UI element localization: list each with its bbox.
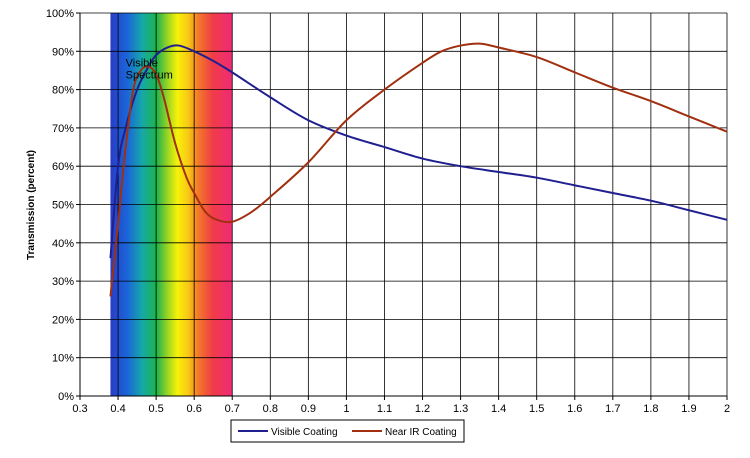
tick-labels: 0.3 0.4 0.5 0.6 0.7 0.8 0.9 1 1.1 1.2 1.3 1.4 1.5 1.6… <box>46 8 730 415</box>
y-tick-label: 0% <box>58 391 74 403</box>
legend-box <box>230 419 465 443</box>
x-tick-label: 1.9 <box>681 403 696 415</box>
x-tick-label: 1.4 <box>491 403 506 415</box>
legend-label-near-ir-coating: Near IR Coating <box>385 427 457 438</box>
x-tick-label: 0.8 <box>263 403 278 415</box>
series-lines <box>109 42 728 297</box>
series-line-visible-coating <box>109 44 728 259</box>
y-tick-label: 80% <box>52 85 74 97</box>
legend: Visible Coating Near IR Coating <box>230 419 465 443</box>
y-tick-label: 70% <box>52 123 74 135</box>
series-line-near-ir-coating <box>109 42 728 297</box>
x-tick-label: 0.4 <box>110 403 125 415</box>
x-tick-label: 1.6 <box>567 403 582 415</box>
y-axis-label: Transmission (percent) <box>26 150 37 260</box>
x-tick-label: 1.2 <box>415 403 430 415</box>
legend-label-visible-coating: Visible Coating <box>271 427 338 438</box>
x-tick-label: 1.8 <box>643 403 658 415</box>
y-tick-label: 30% <box>52 276 74 288</box>
x-tick-label: 0.7 <box>225 403 240 415</box>
visible-spectrum-annotation: Visible Spectrum <box>126 58 173 82</box>
x-tick-label: 1.7 <box>605 403 620 415</box>
x-tick-label: 0.9 <box>301 403 316 415</box>
x-tick-label: 0.5 <box>148 403 163 415</box>
x-tick-label: 1 <box>343 403 349 415</box>
annotation-line-2: Spectrum <box>126 70 173 82</box>
x-tick-label: 0.3 <box>72 403 87 415</box>
x-tick-label: 1.5 <box>529 403 544 415</box>
y-tick-label: 90% <box>52 46 74 58</box>
x-tick-label: 1.1 <box>377 403 392 415</box>
y-tick-label: 10% <box>52 353 74 365</box>
y-tick-label: 40% <box>52 238 74 250</box>
y-tick-label: 50% <box>52 200 74 212</box>
x-tick-label: 2 <box>724 403 730 415</box>
y-tick-label: 60% <box>52 161 74 173</box>
y-tick-label: 20% <box>52 314 74 326</box>
x-tick-label: 0.6 <box>187 403 202 415</box>
annotation-line-1: Visible <box>126 58 158 70</box>
x-tick-label: 1.3 <box>453 403 468 415</box>
y-tick-label: 100% <box>46 8 74 20</box>
